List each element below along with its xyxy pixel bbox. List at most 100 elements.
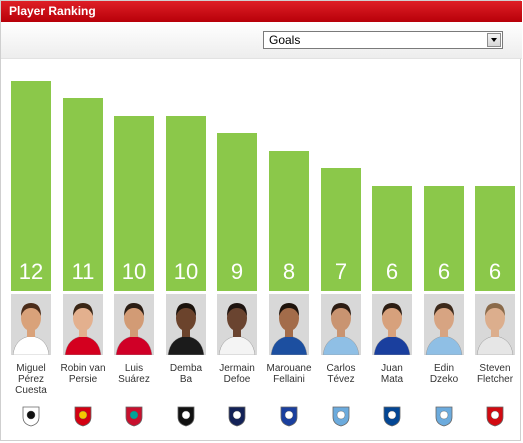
- player-name-line: Persie: [68, 374, 98, 385]
- bar-value-label: 8: [282, 259, 296, 284]
- player-name[interactable]: Marouane Fellaini: [261, 363, 317, 385]
- player-neck: [440, 328, 448, 337]
- player-face: [485, 305, 505, 331]
- chelsea-crest-icon[interactable]: [381, 405, 403, 427]
- player-name-line: Fletcher: [476, 374, 514, 385]
- player-photo[interactable]: [321, 294, 361, 355]
- player-name[interactable]: Edin Dzeko: [416, 363, 472, 385]
- ranking-bar[interactable]: [166, 116, 206, 291]
- sunderland-crest-icon[interactable]: [484, 405, 506, 427]
- player-name[interactable]: Demba Ba: [158, 363, 214, 385]
- bar-value-label: 10: [121, 259, 147, 284]
- tottenham-hotspur-crest-icon[interactable]: [226, 405, 248, 427]
- ranking-bar[interactable]: [321, 168, 361, 291]
- player-neck: [79, 328, 87, 337]
- everton-crest-icon[interactable]: [278, 405, 300, 427]
- manchester-united-crest-icon[interactable]: [72, 405, 94, 427]
- player-portrait: [475, 294, 515, 355]
- crest-emblem: [439, 410, 449, 420]
- crest-emblem: [26, 410, 36, 420]
- player-name[interactable]: Steven Fletcher: [467, 363, 523, 385]
- player-photo[interactable]: [269, 294, 309, 355]
- player-name-line: Tévez: [327, 374, 355, 385]
- metric-select[interactable]: Goals: [263, 31, 503, 49]
- swansea-city-crest-icon[interactable]: [20, 405, 42, 427]
- player-neck: [130, 328, 138, 337]
- player-photo[interactable]: [11, 294, 51, 355]
- ranking-bar[interactable]: [475, 186, 515, 291]
- player-neck: [182, 328, 190, 337]
- player-portrait: [321, 294, 361, 355]
- ranking-bar[interactable]: [217, 133, 257, 291]
- player-name-line: Mata: [380, 374, 404, 385]
- player-portrait: [63, 294, 103, 355]
- player-hair: [73, 303, 93, 316]
- liverpool-crest-icon[interactable]: [123, 405, 145, 427]
- player-name-line: Suárez: [118, 374, 150, 385]
- ranking-bar[interactable]: [424, 186, 464, 291]
- crest-emblem: [387, 410, 397, 420]
- player-name-line: Edin: [433, 363, 454, 374]
- player-name[interactable]: Luis Suárez: [106, 363, 162, 385]
- ranking-bar[interactable]: [63, 98, 103, 291]
- newcastle-united-crest-icon[interactable]: [175, 405, 197, 427]
- player-portrait: [424, 294, 464, 355]
- player-photo[interactable]: [63, 294, 103, 355]
- manchester-city-crest-icon[interactable]: [330, 405, 352, 427]
- bar-value-label: 6: [385, 259, 399, 284]
- player-face: [382, 305, 402, 331]
- player-portrait: [114, 294, 154, 355]
- crest-emblem: [490, 410, 500, 420]
- bar-value-label: 7: [334, 259, 348, 284]
- player-hair: [227, 303, 247, 316]
- player-name-line: Jermain: [219, 363, 255, 374]
- crest-emblem: [232, 410, 242, 420]
- chevron-down-icon[interactable]: [487, 33, 501, 47]
- player-neck: [491, 328, 499, 337]
- player-name-line: Juan: [381, 363, 403, 374]
- player-name-line: Cuesta: [15, 385, 47, 396]
- player-face: [227, 305, 247, 331]
- crest-emblem: [284, 410, 294, 420]
- player-hair: [21, 303, 41, 316]
- bar-value-label: 6: [488, 259, 502, 284]
- player-neck: [337, 328, 345, 337]
- player-name-line: Dzeko: [429, 374, 459, 385]
- player-name[interactable]: Miguel Pérez Cuesta: [3, 363, 59, 396]
- player-photo[interactable]: [475, 294, 515, 355]
- player-portrait: [217, 294, 257, 355]
- player-photo[interactable]: [114, 294, 154, 355]
- bar-value-label: 9: [230, 259, 244, 284]
- player-face: [73, 305, 93, 331]
- crest-emblem: [336, 410, 346, 420]
- player-name[interactable]: Jermain Defoe: [209, 363, 265, 385]
- manchester-city-crest-icon[interactable]: [433, 405, 455, 427]
- ranking-bar[interactable]: [269, 151, 309, 291]
- player-face: [279, 305, 299, 331]
- ranking-bar[interactable]: [11, 81, 51, 291]
- crest-emblem: [181, 410, 191, 420]
- player-portrait: [269, 294, 309, 355]
- player-name-line: Ba: [179, 374, 193, 385]
- player-name-line: Luis: [124, 363, 144, 374]
- player-photo[interactable]: [166, 294, 206, 355]
- player-name-line: Defoe: [223, 374, 251, 385]
- player-name[interactable]: Robin van Persie: [55, 363, 111, 385]
- player-name-line: Pérez: [17, 374, 45, 385]
- player-portrait: [166, 294, 206, 355]
- metric-select-value: Goals: [269, 33, 301, 47]
- player-face: [434, 305, 454, 331]
- bar-value-label: 6: [437, 259, 451, 284]
- ranking-bar[interactable]: [114, 116, 154, 291]
- ranking-bar[interactable]: [372, 186, 412, 291]
- player-name[interactable]: Carlos Tévez: [313, 363, 369, 385]
- player-photo[interactable]: [372, 294, 412, 355]
- player-name[interactable]: Juan Mata: [364, 363, 420, 385]
- player-hair: [382, 303, 402, 316]
- player-photo[interactable]: [217, 294, 257, 355]
- player-photo[interactable]: [424, 294, 464, 355]
- player-neck: [388, 328, 396, 337]
- player-name-line: Steven: [479, 363, 511, 374]
